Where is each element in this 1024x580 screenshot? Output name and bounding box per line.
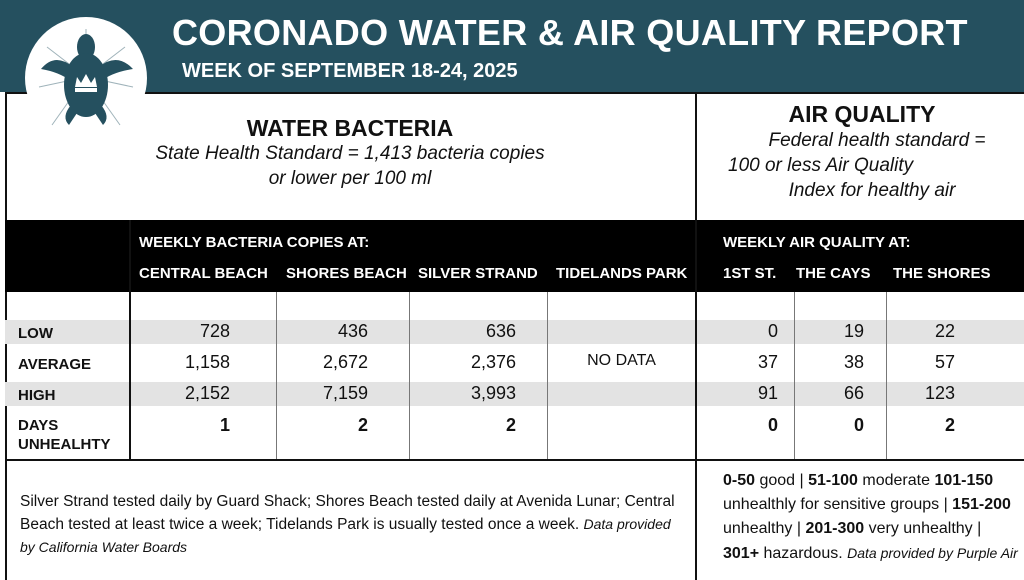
sea-turtle-logo-icon bbox=[25, 17, 147, 139]
water-cell: 3,993 bbox=[470, 383, 516, 403]
water-band-title: WEEKLY BACTERIA COPIES AT: bbox=[139, 234, 370, 251]
air-section-title: AIR QUALITY bbox=[788, 101, 936, 127]
aqi-range: 151-200 bbox=[952, 496, 1011, 513]
water-cell: 2,152 bbox=[184, 383, 230, 403]
divider bbox=[886, 292, 887, 460]
air-standard-line2: 100 or less Air Quality bbox=[728, 155, 914, 176]
air-source: Data provided by Purple Air bbox=[847, 545, 1018, 561]
col-tidelands-park: TIDELANDS PARK bbox=[556, 265, 688, 282]
divider bbox=[5, 459, 1024, 461]
aqi-label: very unhealthy bbox=[868, 520, 973, 537]
air-standard-line3: Index for healthy air bbox=[788, 180, 956, 201]
water-cell: 728 bbox=[199, 321, 230, 341]
aqi-label: hazardous. bbox=[763, 545, 843, 562]
col-the-cays: THE CAYS bbox=[796, 265, 871, 282]
water-standard-line1: State Health Standard = 1,413 bacteria c… bbox=[155, 143, 545, 164]
row-label-average: AVERAGE bbox=[18, 356, 92, 373]
aqi-range: 51-100 bbox=[808, 472, 858, 489]
water-notes: Silver Strand tested daily by Guard Shac… bbox=[20, 490, 685, 559]
row-label-days: DAYS bbox=[18, 417, 59, 434]
row-shade-low bbox=[5, 320, 1024, 344]
air-cell: 22 bbox=[934, 321, 955, 341]
col-shores-beach: SHORES BEACH bbox=[286, 265, 407, 282]
divider bbox=[695, 92, 697, 580]
air-standard: Federal health standard = 100 or less Ai… bbox=[700, 128, 1024, 203]
divider bbox=[409, 292, 410, 460]
aqi-label: good bbox=[759, 472, 796, 489]
water-cell: 1 bbox=[219, 415, 230, 435]
report-title: CORONADO WATER & AIR QUALITY REPORT bbox=[172, 12, 968, 53]
row-label-unhealthy: UNHEALHTY bbox=[18, 436, 111, 453]
air-cell: 37 bbox=[757, 352, 778, 372]
aqi-label: unhealthly for sensitive groups bbox=[723, 496, 940, 513]
aqi-label: unhealthy bbox=[723, 520, 793, 537]
water-cell: 436 bbox=[337, 321, 368, 341]
water-cell: 2 bbox=[505, 415, 516, 435]
water-cell: 2,672 bbox=[322, 352, 368, 372]
water-cell: 2,376 bbox=[470, 352, 516, 372]
air-cell: 38 bbox=[843, 352, 864, 372]
divider bbox=[547, 292, 548, 460]
aqi-range: 0-50 bbox=[723, 472, 756, 489]
water-cell: NO DATA bbox=[587, 352, 656, 369]
water-cell: 636 bbox=[485, 321, 516, 341]
header-banner bbox=[0, 0, 1024, 92]
air-band-title: WEEKLY AIR QUALITY AT: bbox=[723, 234, 911, 251]
col-the-shores: THE SHORES bbox=[893, 265, 991, 282]
water-cell: 2 bbox=[357, 415, 368, 435]
row-label-low: LOW bbox=[18, 325, 53, 342]
water-cell: 7,159 bbox=[322, 383, 368, 403]
water-notes-text: Silver Strand tested daily by Guard Shac… bbox=[20, 493, 675, 533]
table-header-band bbox=[5, 220, 1024, 292]
divider bbox=[129, 220, 131, 460]
row-label-high: HIGH bbox=[18, 387, 56, 404]
aqi-range: 201-300 bbox=[805, 520, 865, 537]
col-silver-strand: SILVER STRAND bbox=[418, 265, 538, 282]
air-standard-line1: Federal health standard = bbox=[768, 130, 986, 151]
air-cell: 66 bbox=[843, 383, 864, 403]
water-source: Data provided by California Water Boards bbox=[20, 516, 671, 555]
air-cell: 0 bbox=[767, 415, 778, 435]
water-cell: 1,158 bbox=[184, 352, 230, 372]
row-label-days-unhealthy: DAYS UNHEALHTY bbox=[18, 416, 111, 454]
air-cell: 2 bbox=[944, 415, 955, 435]
col-1st-st: 1ST ST. bbox=[723, 265, 777, 282]
col-central-beach: CENTRAL BEACH bbox=[139, 265, 268, 282]
air-cell: 57 bbox=[934, 352, 955, 372]
air-cell: 0 bbox=[853, 415, 864, 435]
water-section-title: WATER BACTERIA bbox=[246, 115, 454, 141]
water-standard-line2: or lower per 100 ml bbox=[268, 168, 432, 189]
aqi-range: 101-150 bbox=[934, 472, 994, 489]
aqi-range: 301+ bbox=[723, 545, 760, 562]
divider bbox=[794, 292, 795, 460]
air-cell: 0 bbox=[767, 321, 778, 341]
water-standard: State Health Standard = 1,413 bacteria c… bbox=[5, 141, 695, 191]
divider bbox=[276, 292, 277, 460]
report-subtitle: WEEK OF SEPTEMBER 18-24, 2025 bbox=[182, 60, 518, 82]
air-scale-notes: 0-50 good | 51-100 moderate 101-150 unhe… bbox=[723, 472, 1018, 562]
row-shade-high bbox=[5, 382, 1024, 406]
aqi-label: moderate bbox=[862, 472, 930, 489]
air-cell: 123 bbox=[924, 383, 955, 403]
air-cell: 91 bbox=[757, 383, 778, 403]
air-cell: 19 bbox=[843, 321, 864, 341]
